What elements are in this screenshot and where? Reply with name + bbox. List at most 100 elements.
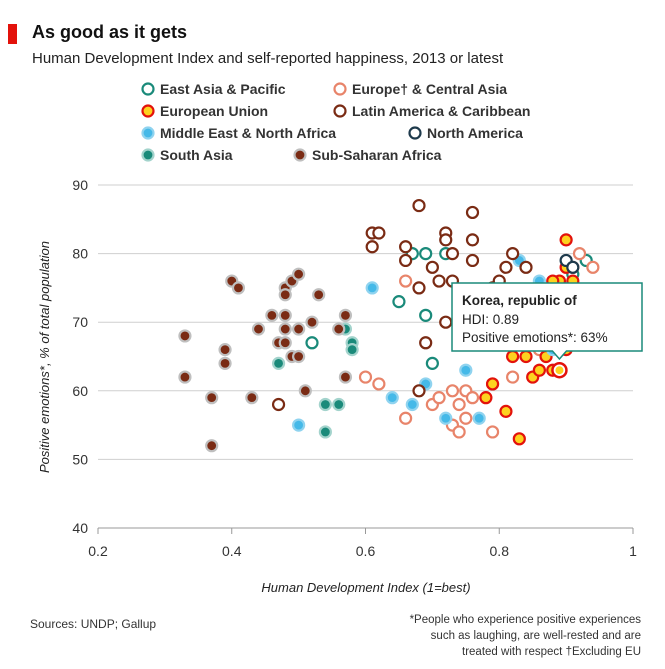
data-point <box>465 391 480 405</box>
x-tick-label: 0.2 <box>88 543 108 559</box>
legend-marker <box>408 126 422 140</box>
data-point <box>271 397 286 412</box>
data-point <box>305 336 319 350</box>
data-point <box>472 411 486 425</box>
data-point <box>205 391 219 405</box>
legend-label: East Asia & Pacific <box>160 81 286 97</box>
legend-label: Europe† & Central Asia <box>352 81 507 97</box>
y-tick-label: 80 <box>72 246 88 262</box>
data-point <box>312 288 326 302</box>
data-point <box>265 308 279 322</box>
y-tick-label: 60 <box>72 383 88 399</box>
data-point <box>245 391 259 405</box>
x-axis-label: Human Development Index (1=best) <box>261 580 470 595</box>
data-point <box>218 356 232 370</box>
data-point <box>452 425 466 439</box>
data-point <box>251 322 266 336</box>
legend-marker <box>141 104 155 118</box>
data-point <box>419 336 433 350</box>
footnote-line: such as laughing, are well-rested and ar… <box>430 630 641 642</box>
legend-marker <box>141 148 155 162</box>
data-point <box>372 226 386 240</box>
data-point <box>485 377 500 391</box>
data-point <box>365 281 379 295</box>
data-point <box>439 315 453 329</box>
tooltip: Korea, republic of HDI: 0.89 Positive emot… <box>451 282 643 361</box>
data-point <box>205 439 219 453</box>
y-axis-label: Positive emotions*, % of total populatio… <box>37 241 52 473</box>
data-point <box>412 281 426 295</box>
legend-marker <box>333 104 347 118</box>
data-point <box>405 397 419 412</box>
data-point <box>358 370 373 384</box>
legend-marker <box>333 82 347 96</box>
x-tick-label: 1 <box>629 543 637 559</box>
grid-lines <box>97 184 634 534</box>
footnote-line: *People who experience positive experien… <box>409 614 641 626</box>
data-point <box>412 198 426 213</box>
data-point <box>559 233 573 247</box>
x-tick-labels: 0.2 0.4 0.6 0.8 1 <box>88 543 637 559</box>
page-subtitle: Human Development Index and self-reporte… <box>32 50 504 67</box>
legend: East Asia & Pacific Europe† & Central Asi… <box>141 81 530 163</box>
data-point <box>445 384 460 398</box>
y-tick-label: 90 <box>72 177 88 193</box>
tooltip-box <box>451 282 643 361</box>
tooltip-positive-emotions: Positive emotions*: 63% <box>462 330 608 345</box>
data-point <box>566 260 580 274</box>
data-point <box>292 322 306 336</box>
data-point <box>178 370 192 384</box>
data-point <box>399 240 413 254</box>
data-point <box>292 349 306 364</box>
legend-marker <box>141 126 155 140</box>
data-point <box>512 432 526 446</box>
legend-label: Middle East & North Africa <box>160 125 336 141</box>
data-point <box>278 322 292 336</box>
data-point <box>399 411 413 425</box>
data-point <box>506 370 520 384</box>
legend-label: European Union <box>160 103 268 119</box>
data-point <box>278 308 292 322</box>
data-point <box>572 247 587 261</box>
page-title: As good as it gets <box>32 22 188 42</box>
data-point <box>318 425 332 439</box>
footnote-line: treated with respect †Excluding EU <box>462 646 641 658</box>
legend-label: Sub-Saharan Africa <box>312 147 442 163</box>
data-point <box>586 260 600 274</box>
x-tick-label: 0.4 <box>222 543 242 559</box>
y-tick-label: 40 <box>72 520 88 536</box>
data-point <box>485 425 500 439</box>
data-point <box>425 260 439 274</box>
data-point <box>506 247 520 261</box>
data-point <box>231 281 246 295</box>
highlight-point-core <box>555 366 564 375</box>
legend-marker <box>141 82 155 96</box>
data-point <box>532 363 546 377</box>
data-point <box>419 308 433 322</box>
y-tick-label: 70 <box>72 314 88 330</box>
data-point <box>345 343 359 357</box>
data-point <box>445 247 460 261</box>
footnote: *People who experience positive experien… <box>341 612 641 660</box>
data-point <box>499 404 513 418</box>
legend-marker <box>293 148 307 162</box>
y-tick-labels: 40 50 60 70 80 90 <box>72 177 88 536</box>
data-point <box>465 205 480 220</box>
data-point <box>385 391 399 405</box>
data-point <box>372 377 386 391</box>
data-point <box>499 260 513 274</box>
legend-label: South Asia <box>160 147 233 163</box>
brand-red-bar <box>8 24 17 44</box>
data-point <box>425 356 439 370</box>
data-point <box>432 274 446 288</box>
data-point <box>278 336 292 350</box>
data-point <box>318 397 332 412</box>
data-point <box>439 233 453 247</box>
legend-label: Latin America & Caribbean <box>352 103 530 119</box>
x-tick-label: 0.8 <box>490 543 510 559</box>
data-point <box>305 315 319 329</box>
data-point <box>439 411 453 425</box>
data-point <box>218 343 232 357</box>
data-point <box>292 418 306 432</box>
